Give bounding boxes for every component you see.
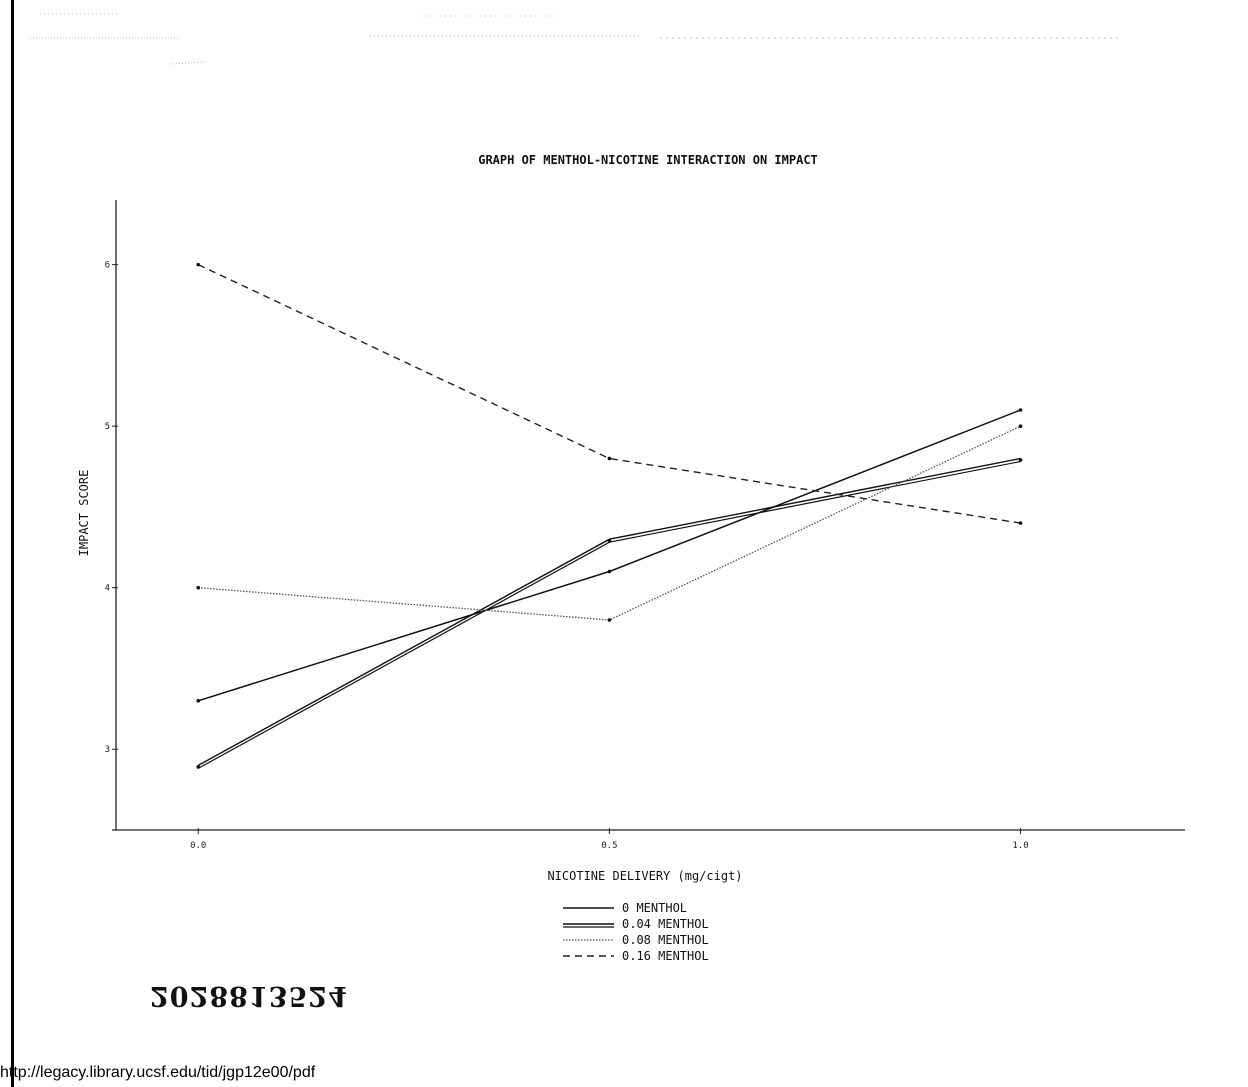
y-tick-label: 3: [105, 745, 110, 755]
series-line-0-04-menthol-second-stroke: [197, 460, 1021, 769]
legend-label-0-menthol: 0 MENTHOL: [622, 901, 687, 915]
data-point-0-08-menthol-2: [1018, 424, 1023, 428]
x-axis-label: NICOTINE DELIVERY (mg/cigt): [547, 869, 742, 883]
chart-title: GRAPH OF MENTHOL-NICOTINE INTERACTION ON…: [478, 153, 818, 167]
x-tick-label: 0.0: [190, 841, 206, 851]
y-tick-label: 5: [105, 422, 110, 432]
data-point-0-16-menthol-1: [607, 456, 612, 461]
legend-label-0-08-menthol: 0.08 MENTHOL: [622, 933, 709, 947]
x-tick-label: 0.5: [601, 841, 617, 851]
source-url: http://legacy.library.ucsf.edu/tid/jgp12…: [0, 1064, 316, 1081]
data-point-0-menthol-1: [607, 569, 612, 574]
y-tick-label: 6: [105, 261, 110, 271]
data-point-0-04-menthol-0: [196, 765, 201, 769]
data-point-0-menthol-2: [1018, 408, 1023, 412]
data-point-0-08-menthol-0: [196, 585, 201, 590]
x-tick-label: 1.0: [1012, 841, 1028, 851]
data-point-0-menthol-0: [196, 698, 201, 703]
scan-noise-header: [30, 13, 1120, 65]
data-point-0-04-menthol-1: [607, 538, 612, 543]
y-axis-label: IMPACT SCORE: [77, 470, 91, 557]
data-point-0-04-menthol-2: [1018, 458, 1023, 462]
series-line-0-08-menthol: [198, 425, 1021, 621]
data-point-0-08-menthol-1: [607, 618, 612, 622]
legend-label-0-16-menthol: 0.16 MENTHOL: [622, 949, 709, 963]
document-id-mirrored: 2028813524: [150, 980, 348, 1011]
page-left-border: [11, 0, 14, 1087]
series-line-0-04-menthol: [197, 457, 1021, 767]
legend-label-0-04-menthol: 0.04 MENTHOL: [622, 917, 709, 931]
data-point-0-16-menthol-2: [1018, 521, 1023, 525]
y-tick-label: 4: [105, 584, 110, 594]
series-line-0-16-menthol: [197, 263, 1021, 524]
data-point-0-16-menthol-0: [196, 262, 201, 267]
series-line-0-menthol: [197, 409, 1021, 702]
